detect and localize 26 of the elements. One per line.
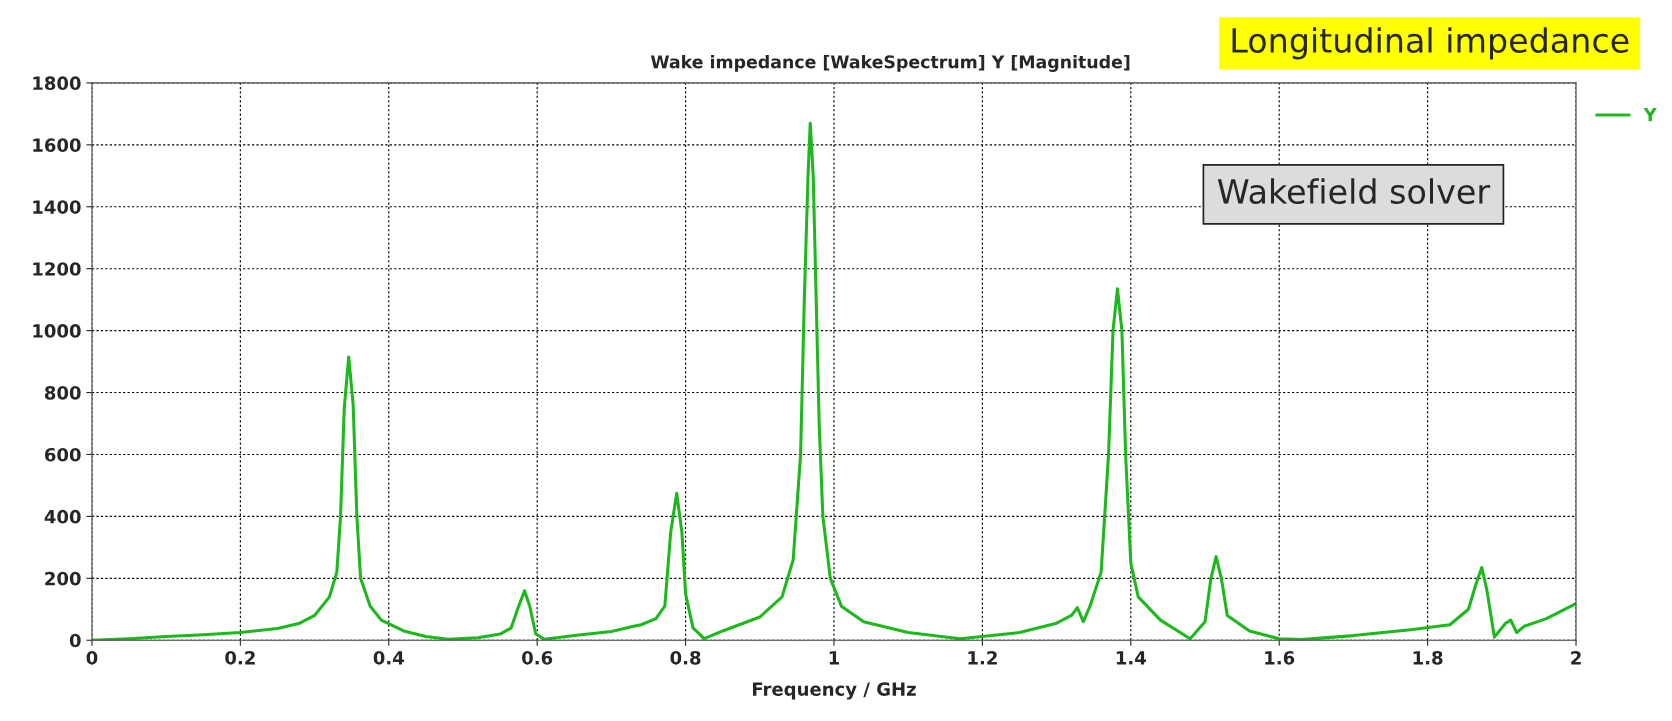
y-tick-label: 1800 [33,76,81,91]
text: Longitudinal impedance [1232,27,1629,60]
y-tick-label: 200 [45,571,81,586]
x-tick-label: 0.2 [225,650,255,665]
annotation: Wakefield solver [1217,178,1491,205]
y-tick-label: 1000 [33,324,81,338]
x-tick-label: 0.6 [522,650,553,665]
y-tick-label: 400 [44,509,81,524]
y-tick-label: 1200 [33,262,81,276]
y-tick-label: 0 [69,633,81,648]
y-tick-label: 800 [44,386,81,400]
x-tick-label: 1.8 [1413,650,1443,665]
x-tick-label: 0.8 [670,650,701,665]
x-axis-title: Frequency / GHz [753,682,916,700]
x-tick-label: 1.4 [1116,651,1146,665]
chart-title: Wake impedance [WakeSpectrum] Y [Magnitude] [650,54,1130,72]
x-tick-label: 0 [86,650,98,665]
x-tick-label: 1 [829,651,840,665]
y-tick-label: 600 [44,447,81,462]
x-tick-label: 1.2 [968,650,997,665]
x-tick-label: 1.6 [1265,651,1295,665]
y-tick-label: 1600 [33,138,81,152]
x-tick-label: 2 [1571,650,1581,665]
legend-label: Y [1643,108,1657,122]
y-tick-label: 1400 [33,200,81,214]
x-tick-label: 0.4 [373,650,404,665]
